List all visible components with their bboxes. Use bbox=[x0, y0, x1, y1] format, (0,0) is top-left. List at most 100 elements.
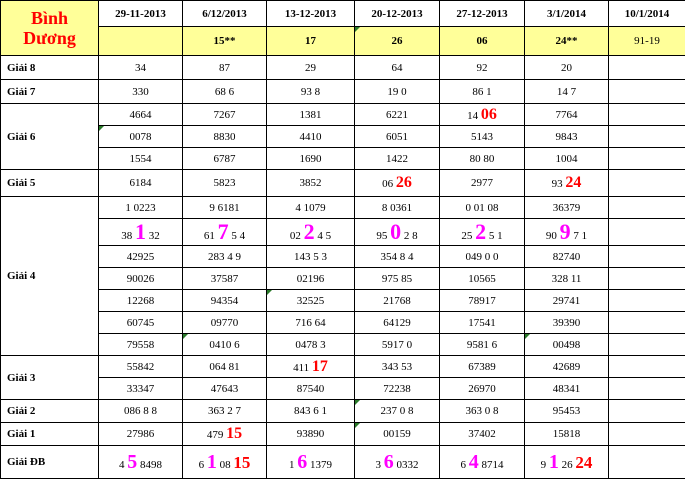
lucky-number-cell[interactable]: 15** bbox=[182, 26, 267, 56]
result-cell[interactable]: 90 9 7 1 bbox=[524, 218, 609, 246]
result-cell[interactable]: 64 bbox=[354, 55, 440, 80]
lucky-number-cell[interactable] bbox=[98, 26, 183, 56]
result-cell[interactable]: 4 1079 bbox=[266, 196, 355, 219]
result-cell[interactable]: 10565 bbox=[439, 267, 525, 290]
result-cell[interactable]: 1381 bbox=[266, 103, 355, 126]
result-cell[interactable]: 78917 bbox=[439, 289, 525, 312]
result-cell[interactable]: 2977 bbox=[439, 169, 525, 197]
result-cell[interactable]: 0 01 08 bbox=[439, 196, 525, 219]
empty-cell[interactable] bbox=[608, 103, 685, 126]
result-cell[interactable]: 14 7 bbox=[524, 79, 609, 104]
result-cell[interactable]: 354 8 4 bbox=[354, 245, 440, 268]
empty-cell[interactable] bbox=[608, 169, 685, 197]
result-cell[interactable]: 15818 bbox=[524, 422, 609, 446]
result-cell[interactable]: 33347 bbox=[98, 377, 183, 400]
result-cell[interactable]: 38 1 32 bbox=[98, 218, 183, 246]
result-cell[interactable]: 17541 bbox=[439, 311, 525, 334]
result-cell[interactable]: 6051 bbox=[354, 125, 440, 148]
result-cell[interactable]: 0410 6 bbox=[182, 333, 267, 356]
result-cell[interactable]: 27986 bbox=[98, 422, 183, 446]
result-cell[interactable]: 67389 bbox=[439, 355, 525, 378]
result-cell[interactable]: 93 8 bbox=[266, 79, 355, 104]
result-cell[interactable]: 716 64 bbox=[266, 311, 355, 334]
result-cell[interactable]: 29 bbox=[266, 55, 355, 80]
result-cell[interactable]: 37402 bbox=[439, 422, 525, 446]
empty-cell[interactable] bbox=[608, 377, 685, 400]
result-cell[interactable]: 20 bbox=[524, 55, 609, 80]
empty-cell[interactable] bbox=[608, 196, 685, 219]
empty-cell[interactable] bbox=[608, 218, 685, 246]
date-cell[interactable]: 29-11-2013 bbox=[98, 0, 183, 27]
result-cell[interactable]: 86 1 bbox=[439, 79, 525, 104]
empty-cell[interactable] bbox=[608, 399, 685, 423]
result-cell[interactable]: 363 2 7 bbox=[182, 399, 267, 423]
result-cell[interactable]: 1422 bbox=[354, 147, 440, 170]
result-cell[interactable]: 0478 3 bbox=[266, 333, 355, 356]
result-cell[interactable]: 39390 bbox=[524, 311, 609, 334]
empty-cell[interactable] bbox=[608, 355, 685, 378]
result-cell[interactable]: 80 80 bbox=[439, 147, 525, 170]
result-cell[interactable]: 086 8 8 bbox=[98, 399, 183, 423]
lucky-number-cell[interactable]: 06 bbox=[439, 26, 525, 56]
empty-cell[interactable] bbox=[608, 245, 685, 268]
result-cell[interactable]: 68 6 bbox=[182, 79, 267, 104]
result-cell[interactable]: 29741 bbox=[524, 289, 609, 312]
result-cell[interactable]: 9 1 26 24 bbox=[524, 445, 609, 479]
result-cell[interactable]: 87 bbox=[182, 55, 267, 80]
result-cell[interactable]: 42689 bbox=[524, 355, 609, 378]
date-cell[interactable]: 6/12/2013 bbox=[182, 0, 267, 27]
result-cell[interactable]: 92 bbox=[439, 55, 525, 80]
result-cell[interactable]: 4 5 8498 bbox=[98, 445, 183, 479]
lucky-number-cell[interactable]: 24** bbox=[524, 26, 609, 56]
result-cell[interactable]: 0078 bbox=[98, 125, 183, 148]
result-cell[interactable]: 00159 bbox=[354, 422, 440, 446]
result-cell[interactable]: 7267 bbox=[182, 103, 267, 126]
result-cell[interactable]: 12268 bbox=[98, 289, 183, 312]
result-cell[interactable]: 42925 bbox=[98, 245, 183, 268]
result-cell[interactable]: 4410 bbox=[266, 125, 355, 148]
empty-cell[interactable] bbox=[608, 79, 685, 104]
result-cell[interactable]: 237 0 8 bbox=[354, 399, 440, 423]
empty-cell[interactable] bbox=[608, 422, 685, 446]
lucky-number-cell[interactable]: 91-19 bbox=[608, 26, 685, 56]
result-cell[interactable]: 064 81 bbox=[182, 355, 267, 378]
result-cell[interactable]: 21768 bbox=[354, 289, 440, 312]
result-cell[interactable]: 02196 bbox=[266, 267, 355, 290]
result-cell[interactable]: 26970 bbox=[439, 377, 525, 400]
result-cell[interactable]: 9843 bbox=[524, 125, 609, 148]
result-cell[interactable]: 3 6 0332 bbox=[354, 445, 440, 479]
result-cell[interactable]: 1690 bbox=[266, 147, 355, 170]
date-cell[interactable]: 20-12-2013 bbox=[354, 0, 440, 27]
result-cell[interactable]: 93890 bbox=[266, 422, 355, 446]
result-cell[interactable]: 1 0223 bbox=[98, 196, 183, 219]
result-cell[interactable]: 411 17 bbox=[266, 355, 355, 378]
result-cell[interactable]: 72238 bbox=[354, 377, 440, 400]
date-cell[interactable]: 3/1/2014 bbox=[524, 0, 609, 27]
result-cell[interactable]: 049 0 0 bbox=[439, 245, 525, 268]
result-cell[interactable]: 5823 bbox=[182, 169, 267, 197]
result-cell[interactable]: 5917 0 bbox=[354, 333, 440, 356]
result-cell[interactable]: 06 26 bbox=[354, 169, 440, 197]
result-cell[interactable]: 6221 bbox=[354, 103, 440, 126]
result-cell[interactable]: 6787 bbox=[182, 147, 267, 170]
result-cell[interactable]: 47643 bbox=[182, 377, 267, 400]
date-cell[interactable]: 27-12-2013 bbox=[439, 0, 525, 27]
result-cell[interactable]: 94354 bbox=[182, 289, 267, 312]
result-cell[interactable]: 330 bbox=[98, 79, 183, 104]
result-cell[interactable]: 87540 bbox=[266, 377, 355, 400]
result-cell[interactable]: 02 2 4 5 bbox=[266, 218, 355, 246]
lucky-number-cell[interactable]: 17 bbox=[266, 26, 355, 56]
result-cell[interactable]: 32525 bbox=[266, 289, 355, 312]
result-cell[interactable]: 79558 bbox=[98, 333, 183, 356]
result-cell[interactable]: 479 15 bbox=[182, 422, 267, 446]
result-cell[interactable]: 343 53 bbox=[354, 355, 440, 378]
result-cell[interactable]: 143 5 3 bbox=[266, 245, 355, 268]
empty-cell[interactable] bbox=[608, 311, 685, 334]
result-cell[interactable]: 6184 bbox=[98, 169, 183, 197]
result-cell[interactable]: 95453 bbox=[524, 399, 609, 423]
result-cell[interactable]: 7764 bbox=[524, 103, 609, 126]
empty-cell[interactable] bbox=[608, 289, 685, 312]
result-cell[interactable]: 5143 bbox=[439, 125, 525, 148]
result-cell[interactable]: 00498 bbox=[524, 333, 609, 356]
empty-cell[interactable] bbox=[608, 55, 685, 80]
